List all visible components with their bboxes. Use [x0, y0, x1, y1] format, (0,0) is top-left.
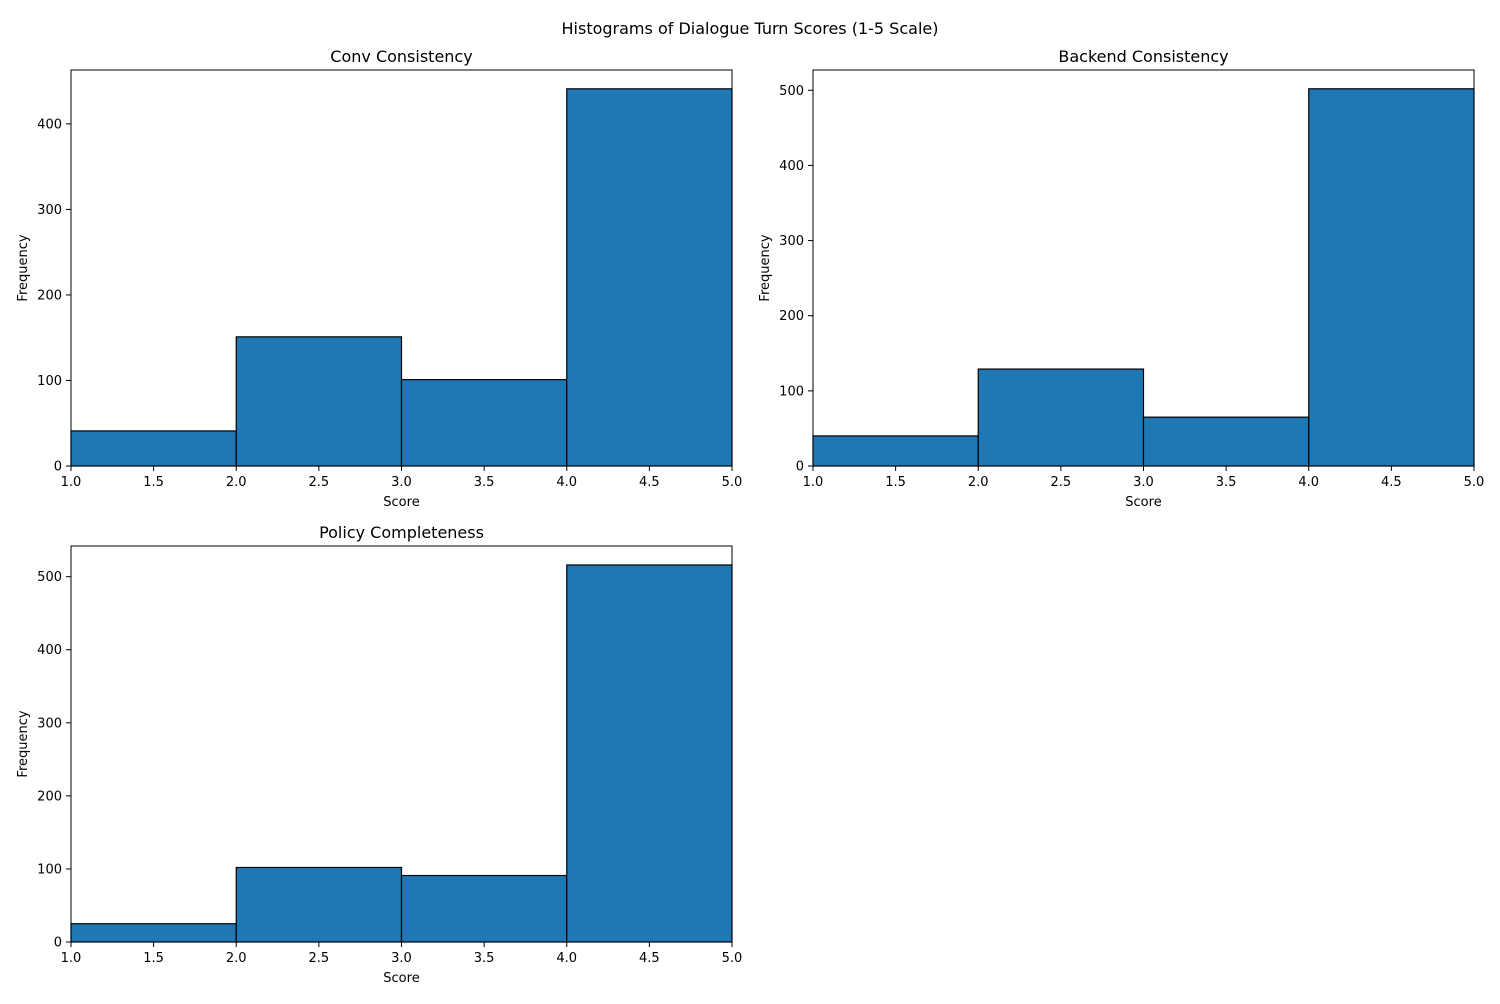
histogram-bar [1308, 88, 1475, 467]
x-tick-label: 1.5 [885, 475, 906, 490]
histogram-bar [400, 379, 568, 467]
x-tick-label: 2.0 [968, 475, 989, 490]
y-tick-label: 0 [796, 460, 804, 475]
x-tick-label: 4.5 [639, 951, 660, 966]
subplots: 1.0 1.5 2.0 2.5 3.0 3.5 4.0 4.5 5.0 0 100 200 300 400… [16, 47, 1484, 986]
x-axis-label: Score [1125, 495, 1161, 510]
subplot-1: 1.0 1.5 2.0 2.5 3.0 3.5 4.0 4.5 5.0 0 100 200 300 400… [16, 47, 742, 510]
y-tick-label: 100 [779, 384, 804, 399]
histogram-bar [70, 430, 237, 467]
y-tick-label: 200 [37, 789, 62, 804]
subplot-title: Conv Consistency [330, 47, 472, 66]
y-tick-label: 200 [779, 309, 804, 324]
x-tick-label: 3.5 [474, 475, 495, 490]
x-tick-label: 4.0 [1298, 475, 1319, 490]
y-tick-label: 400 [779, 159, 804, 174]
x-tick-label: 3.5 [474, 951, 495, 966]
histogram-bar [1142, 416, 1310, 467]
x-tick-label: 5.0 [722, 475, 743, 490]
x-tick-label: 1.0 [61, 475, 82, 490]
x-tick-label: 2.5 [309, 475, 330, 490]
subplot-title: Policy Completeness [319, 523, 484, 542]
histogram-bar [235, 336, 403, 467]
x-tick-label: 3.0 [1133, 475, 1154, 490]
histogram-bar [70, 923, 237, 943]
histogram-bar [977, 368, 1145, 467]
histogram-bar [566, 564, 733, 943]
x-tick-label: 2.5 [1051, 475, 1072, 490]
x-tick-label: 2.5 [309, 951, 330, 966]
y-tick-label: 500 [37, 570, 62, 585]
x-tick-label: 1.0 [61, 951, 82, 966]
y-tick-label: 0 [54, 460, 62, 475]
x-tick-label: 1.5 [143, 475, 164, 490]
x-tick-label: 2.0 [226, 951, 247, 966]
y-tick-label: 300 [37, 203, 62, 218]
y-tick-label: 300 [779, 234, 804, 249]
x-tick-label: 4.0 [556, 475, 577, 490]
subplot-2: 1.0 1.5 2.0 2.5 3.0 3.5 4.0 4.5 5.0 0 100 200 300 400… [758, 47, 1484, 510]
y-tick-label: 400 [37, 117, 62, 132]
x-tick-label: 1.5 [143, 951, 164, 966]
x-tick-label: 3.5 [1216, 475, 1237, 490]
x-tick-label: 5.0 [722, 951, 743, 966]
x-tick-label: 3.0 [391, 951, 412, 966]
y-tick-label: 0 [54, 936, 62, 951]
x-tick-label: 2.0 [226, 475, 247, 490]
y-tick-label: 200 [37, 288, 62, 303]
x-tick-label: 4.5 [1381, 475, 1402, 490]
x-tick-label: 5.0 [1464, 475, 1485, 490]
histogram-bar [400, 874, 568, 943]
y-tick-label: 500 [779, 84, 804, 99]
x-tick-label: 4.5 [639, 475, 660, 490]
y-axis-label: Frequency [758, 234, 773, 301]
histogram-bar [812, 435, 979, 467]
y-axis-label: Frequency [16, 710, 31, 777]
subplot-3: 1.0 1.5 2.0 2.5 3.0 3.5 4.0 4.5 5.0 0 100 200 300 400… [16, 523, 742, 986]
y-tick-label: 100 [37, 374, 62, 389]
y-axis-label: Frequency [16, 234, 31, 301]
x-tick-label: 3.0 [391, 475, 412, 490]
y-tick-label: 400 [37, 643, 62, 658]
figure-title: Histograms of Dialogue Turn Scores (1-5 … [562, 19, 939, 38]
x-tick-label: 4.0 [556, 951, 577, 966]
y-tick-label: 100 [37, 862, 62, 877]
subplot-title: Backend Consistency [1058, 47, 1228, 66]
x-axis-label: Score [383, 495, 419, 510]
x-axis-label: Score [383, 971, 419, 986]
histogram-bar [566, 88, 733, 467]
y-tick-label: 300 [37, 716, 62, 731]
x-tick-label: 1.0 [803, 475, 824, 490]
histogram-bar [235, 866, 403, 943]
